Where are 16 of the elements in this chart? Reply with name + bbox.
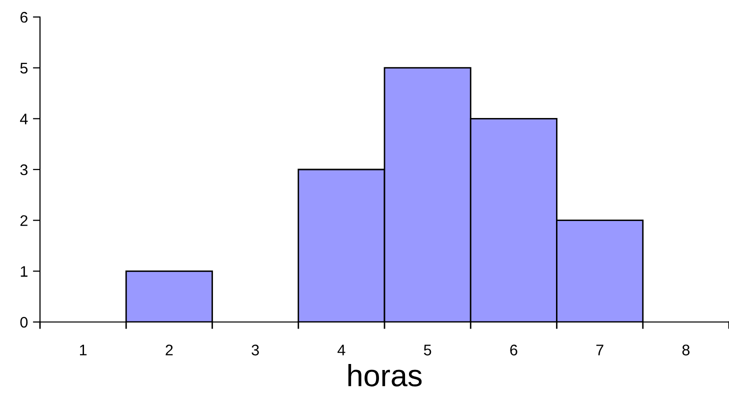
y-tick-label: 5 — [20, 62, 28, 74]
x-axis-title: horas — [348, 364, 422, 386]
x-tick-label: 3 — [252, 344, 259, 356]
y-tick-label: 4 — [20, 114, 28, 124]
x-tick-label: 7 — [596, 344, 604, 356]
x-tick-label: 8 — [682, 344, 690, 356]
y-tick-label: 2 — [20, 215, 28, 226]
y-tick-label: 0 — [20, 316, 28, 328]
x-tick-label: 5 — [424, 344, 432, 356]
y-tick-label: 3 — [20, 164, 28, 176]
y-tick-label: 1 — [20, 266, 28, 277]
x-tick-label: 2 — [166, 344, 173, 356]
y-tick-label: 6 — [20, 12, 28, 23]
x-tick-label: 6 — [510, 344, 518, 356]
x-tick-label: 4 — [338, 344, 346, 356]
x-tick-label: 1 — [80, 344, 87, 356]
